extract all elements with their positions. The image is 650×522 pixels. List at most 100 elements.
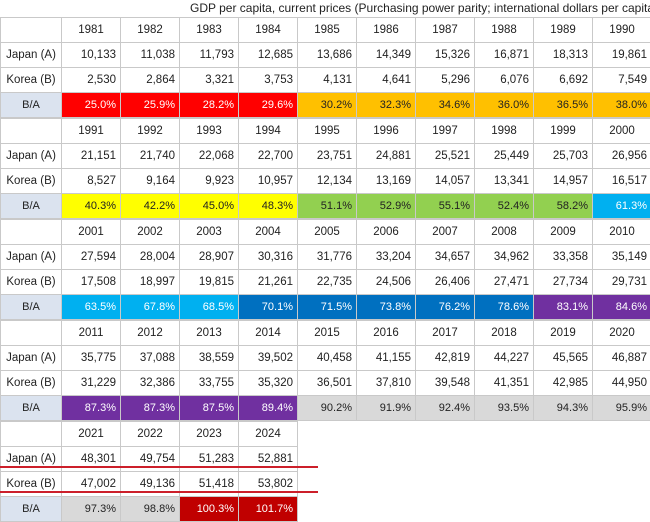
- corner-cell: [1, 220, 62, 245]
- japan-value-cell: 11,793: [180, 43, 239, 68]
- japan-value-cell: 18,313: [534, 43, 593, 68]
- year-cell: 2022: [121, 422, 180, 447]
- ratio-cell: 52.9%: [357, 194, 416, 219]
- year-cell: 2005: [298, 220, 357, 245]
- ratio-cell: 91.9%: [357, 396, 416, 421]
- korea-value-cell: 7,549: [593, 68, 650, 93]
- japan-value-cell: 13,686: [298, 43, 357, 68]
- year-cell: 1983: [180, 18, 239, 43]
- japan-value-cell: 37,088: [121, 346, 180, 371]
- japan-label: Japan (A): [1, 144, 62, 169]
- ratio-cell: 67.8%: [121, 295, 180, 320]
- korea-value-cell: 9,923: [180, 169, 239, 194]
- year-cell: 2001: [62, 220, 121, 245]
- year-cell: 2009: [534, 220, 593, 245]
- year-cell: 2014: [239, 321, 298, 346]
- korea-value-cell: 10,957: [239, 169, 298, 194]
- japan-value-cell: 24,881: [357, 144, 416, 169]
- table-title: GDP per capita, current prices (Purchasi…: [190, 0, 650, 16]
- korea-value-cell: 27,471: [475, 270, 534, 295]
- korea-value-cell: 26,406: [416, 270, 475, 295]
- korea-value-cell: 42,985: [534, 371, 593, 396]
- korea-value-cell: 36,501: [298, 371, 357, 396]
- year-cell: 1998: [475, 119, 534, 144]
- ratio-cell: 98.8%: [121, 497, 180, 522]
- ratio-cell: 48.3%: [239, 194, 298, 219]
- ratio-cell: 38.0%: [593, 93, 650, 118]
- ratio-label: B/A: [1, 396, 62, 421]
- japan-value-cell: 33,204: [357, 245, 416, 270]
- year-cell: 2023: [180, 422, 239, 447]
- ratio-cell: 36.5%: [534, 93, 593, 118]
- korea-value-cell: 2,864: [121, 68, 180, 93]
- year-cell: 2021: [62, 422, 121, 447]
- korea-value-cell: 35,320: [239, 371, 298, 396]
- year-cell: 2003: [180, 220, 239, 245]
- ratio-cell: 71.5%: [298, 295, 357, 320]
- japan-value-cell: 25,703: [534, 144, 593, 169]
- korea-label: Korea (B): [1, 371, 62, 396]
- korea-value-cell: 2,530: [62, 68, 121, 93]
- ratio-cell: 52.4%: [475, 194, 534, 219]
- year-cell: 1992: [121, 119, 180, 144]
- korea-value-cell: 18,997: [121, 270, 180, 295]
- ratio-cell: 101.7%: [239, 497, 298, 522]
- year-cell: 1993: [180, 119, 239, 144]
- korea-value-cell: 37,810: [357, 371, 416, 396]
- year-cell: 2011: [62, 321, 121, 346]
- korea-value-cell: 8,527: [62, 169, 121, 194]
- ratio-cell: 70.1%: [239, 295, 298, 320]
- korea-value-cell: 19,815: [180, 270, 239, 295]
- ratio-cell: 30.2%: [298, 93, 357, 118]
- year-cell: 1994: [239, 119, 298, 144]
- japan-value-cell: 45,565: [534, 346, 593, 371]
- korea-value-cell: 12,134: [298, 169, 357, 194]
- corner-cell: [1, 18, 62, 43]
- year-cell: 1982: [121, 18, 180, 43]
- ratio-cell: 90.2%: [298, 396, 357, 421]
- corner-cell: [1, 422, 62, 447]
- year-cell: 1981: [62, 18, 121, 43]
- ratio-cell: 51.1%: [298, 194, 357, 219]
- korea-value-cell: 24,506: [357, 270, 416, 295]
- japan-value-cell: 30,316: [239, 245, 298, 270]
- ratio-cell: 34.6%: [416, 93, 475, 118]
- korea-label: Korea (B): [1, 270, 62, 295]
- ratio-cell: 100.3%: [180, 497, 239, 522]
- year-cell: 2008: [475, 220, 534, 245]
- year-cell: 1997: [416, 119, 475, 144]
- ratio-cell: 28.2%: [180, 93, 239, 118]
- ratio-cell: 78.6%: [475, 295, 534, 320]
- year-cell: 1984: [239, 18, 298, 43]
- year-cell: 1990: [593, 18, 650, 43]
- ratio-cell: 40.3%: [62, 194, 121, 219]
- ratio-cell: 25.0%: [62, 93, 121, 118]
- japan-value-cell: 40,458: [298, 346, 357, 371]
- japan-value-cell: 21,151: [62, 144, 121, 169]
- year-cell: 2024: [239, 422, 298, 447]
- korea-value-cell: 14,957: [534, 169, 593, 194]
- japan-row-underline: [0, 466, 318, 468]
- ratio-cell: 93.5%: [475, 396, 534, 421]
- korea-value-cell: 29,731: [593, 270, 650, 295]
- korea-value-cell: 4,641: [357, 68, 416, 93]
- corner-cell: [1, 119, 62, 144]
- korea-value-cell: 44,950: [593, 371, 650, 396]
- japan-value-cell: 27,594: [62, 245, 121, 270]
- korea-value-cell: 21,261: [239, 270, 298, 295]
- japan-label: Japan (A): [1, 245, 62, 270]
- japan-value-cell: 41,155: [357, 346, 416, 371]
